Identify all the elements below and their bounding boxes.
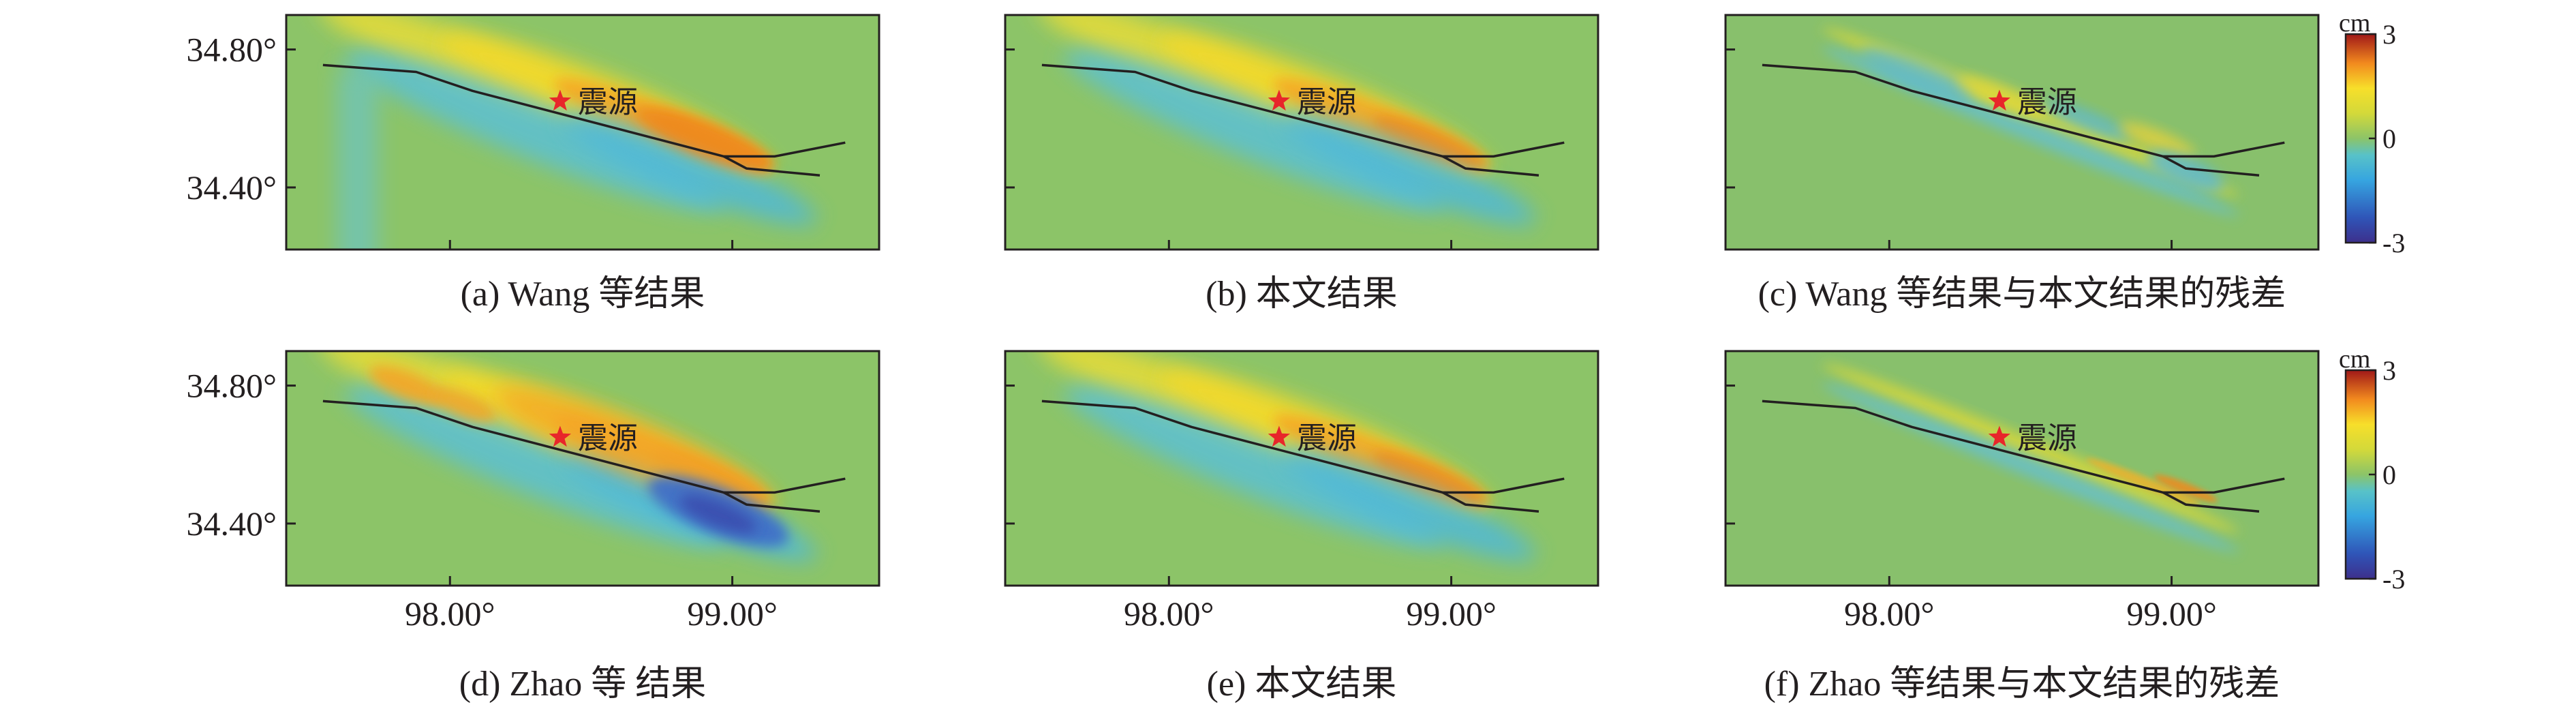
colorbar-tick-label: 3 (2382, 355, 2396, 386)
y-tick-label: 34.40° (187, 504, 277, 543)
deformation-field (1005, 351, 1598, 586)
deformation-field (286, 15, 879, 250)
colorbar-tick-label: 3 (2382, 19, 2396, 50)
fault-trace-1 (322, 399, 846, 494)
colorbar: cm 3 0 -3 (2339, 9, 2405, 258)
panel-c: 震源 (c) Wang 等结果与本文结果的残差 (1724, 14, 2320, 314)
colorbar-unit: cm (2339, 345, 2370, 374)
field-anomaly (337, 70, 378, 250)
epicenter-label: 震源 (578, 85, 638, 119)
panel-caption: (c) Wang 等结果与本文结果的残差 (1758, 275, 2286, 314)
colorbars: cm 3 0 -3 cm 3 0 -3 (2339, 9, 2405, 594)
field-anomaly (1957, 76, 2047, 117)
field-anomaly (1860, 47, 1975, 100)
panel-caption: (e) 本文结果 (1207, 665, 1397, 704)
panel-b: 震源 (b) 本文结果 (1004, 14, 1599, 314)
fault-trace-2 (1442, 491, 1539, 513)
field-anomaly (2153, 474, 2218, 502)
fault-trace-2 (1442, 155, 1539, 177)
colorbar-unit: cm (2339, 9, 2370, 37)
colorbar-tick-label: -3 (2382, 228, 2405, 258)
plot-frame (1004, 350, 1599, 587)
fault-trace-1 (1762, 63, 2285, 158)
epicenter-label: 震源 (2017, 421, 2077, 455)
y-tick-label: 34.80° (187, 367, 277, 405)
field-anomaly (2147, 151, 2224, 192)
field-anomaly (563, 114, 817, 225)
field-anomaly (1063, 385, 1444, 547)
panel-f: 震源 98.00° 99.00° (f) Zhao 等结果与本文结果的残差 (1724, 350, 2320, 704)
fault-trace-2 (723, 491, 821, 513)
deformation-field (1726, 15, 2318, 250)
colorbar-tick-label: 0 (2382, 123, 2396, 154)
panel-a: 震源 34.80° 34.40° (a) Wang 等结果 (187, 14, 880, 314)
fault-trace-1 (322, 63, 846, 158)
panel-caption: (b) 本文结果 (1206, 275, 1398, 314)
field-anomaly (1282, 450, 1536, 561)
field-anomaly (1822, 363, 2239, 533)
x-tick-label: 99.00° (1406, 594, 1497, 633)
panel-caption: (a) Wang 等结果 (461, 275, 705, 314)
epicenter-star-icon (1988, 89, 2010, 111)
plot-frame (285, 350, 880, 587)
field-anomaly (432, 388, 496, 423)
field-anomaly (2119, 122, 2196, 158)
field-anomaly (494, 387, 773, 510)
fault-trace-2 (723, 155, 821, 177)
panel-caption: (f) Zhao 等结果与本文结果的残差 (1764, 665, 2280, 704)
deformation-field (286, 351, 879, 586)
fault-trace-1 (1041, 63, 1565, 158)
fault-trace-1 (1762, 399, 2285, 494)
field-anomaly (344, 49, 725, 211)
deformation-field (1005, 15, 1598, 250)
field-anomaly (2042, 100, 2132, 140)
x-tick-label: 98.00° (1124, 594, 1214, 633)
epicenter-label: 震源 (1297, 85, 1357, 119)
epicenter-label: 震源 (1297, 421, 1357, 455)
field-anomaly (1822, 382, 2239, 552)
x-tick-label: 99.00° (687, 594, 778, 633)
epicenter-star-icon (1988, 425, 2010, 447)
panel-d: 震源 34.80° 34.40° 98.00° 99.00° (d) Zhao 等 结果 (187, 350, 880, 704)
plot-frame (285, 14, 880, 251)
field-anomaly (1063, 49, 1444, 211)
x-tick-label: 98.00° (405, 594, 495, 633)
field-anomaly (1371, 451, 1486, 504)
x-tick-label: 99.00° (2126, 594, 2217, 633)
y-tick-label: 34.80° (187, 31, 277, 69)
panel-e: 震源 98.00° 99.00°(e) 本文结果 (1004, 350, 1599, 704)
colorbar: cm 3 0 -3 (2339, 345, 2405, 594)
epicenter-star-icon (1268, 89, 1290, 111)
field-anomaly (344, 385, 725, 547)
plot-frame (1724, 350, 2320, 587)
epicenter-star-icon (549, 425, 571, 447)
field-anomaly (369, 365, 446, 406)
panel-caption: (d) Zhao 等 结果 (459, 665, 706, 704)
epicenter-star-icon (549, 89, 571, 111)
epicenter-star-icon (1268, 425, 1290, 447)
fault-trace-2 (2162, 491, 2260, 513)
plot-frame (1004, 14, 1599, 251)
colorbar-tick-label: 0 (2382, 459, 2396, 490)
field-anomaly (679, 495, 756, 534)
field-anomaly (1282, 114, 1536, 225)
epicenter-label: 震源 (578, 421, 638, 455)
fault-trace-2 (2162, 155, 2260, 177)
y-tick-label: 34.40° (187, 168, 277, 207)
epicenter-label: 震源 (2017, 85, 2077, 119)
plot-frame (1724, 14, 2320, 251)
deformation-field (1726, 351, 2318, 586)
field-anomaly (634, 107, 774, 171)
field-anomaly (1371, 115, 1486, 168)
colorbar-tick-label: -3 (2382, 564, 2405, 594)
fault-trace-1 (1041, 399, 1565, 494)
x-tick-label: 98.00° (1844, 594, 1935, 633)
